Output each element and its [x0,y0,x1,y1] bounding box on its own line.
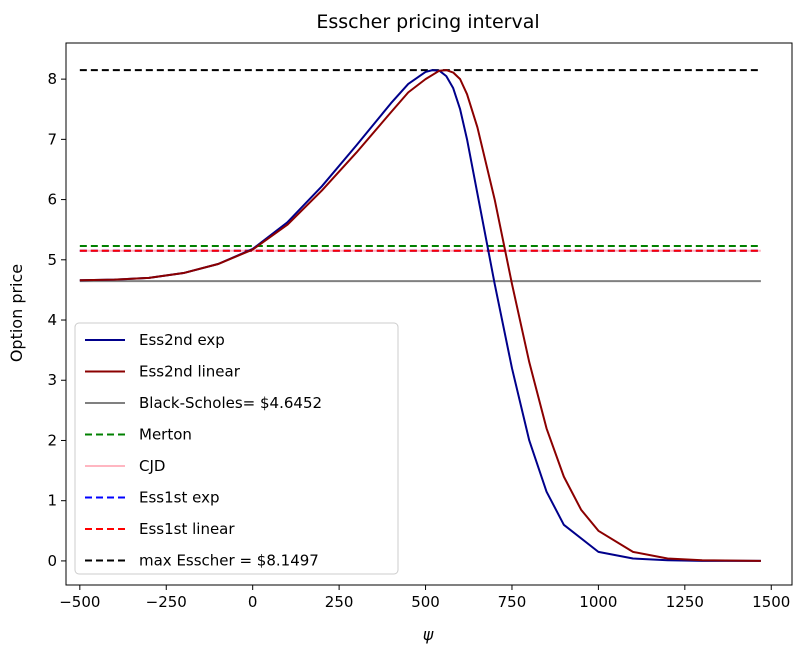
x-tick-label: 500 [411,593,440,611]
y-tick-label: 1 [47,492,57,510]
x-axis-label: ψ [423,625,434,644]
x-tick-label: −500 [59,593,100,611]
legend-box [74,322,399,575]
y-tick-label: 7 [47,130,57,148]
legend-label: Ess2nd exp [139,331,225,349]
y-axis-ticks: 0 1 2 3 4 5 6 7 8 [47,70,66,570]
x-tick-label: 250 [325,593,354,611]
legend-label: Ess2nd linear [139,363,241,381]
x-tick-label: −250 [146,593,187,611]
y-tick-label: 6 [47,191,57,209]
y-tick-label: 5 [47,251,57,269]
legend-label: Ess1st linear [139,520,235,538]
plot-area [79,69,761,562]
plot-frame [65,42,793,586]
y-tick-label: 2 [47,431,57,449]
series-line-1 [79,69,761,562]
x-tick-label: 0 [248,593,258,611]
x-tick-label: 1500 [752,593,790,611]
x-tick-label: 750 [498,593,527,611]
legend-label: Black-Scholes= $4.6452 [139,394,322,412]
chart-title: Esscher pricing interval [316,11,539,33]
legend: Ess2nd exp Ess2nd linear Black-Scholes= $4… [74,322,399,575]
y-tick-label: 0 [47,552,57,570]
legend-label: Merton [139,426,192,444]
legend-label: CJD [139,457,165,475]
y-axis-label: Option price [7,264,26,362]
legend-label: max Esscher = $8.1497 [139,552,319,570]
x-tick-label: 1250 [666,593,704,611]
x-axis-ticks: −500 −250 0 250 500 750 1000 1250 1500 [59,585,790,611]
y-tick-label: 8 [47,70,57,88]
x-tick-label: 1000 [579,593,617,611]
legend-label: Ess1st exp [139,489,219,507]
y-tick-label: 4 [47,311,57,329]
y-tick-label: 3 [47,371,57,389]
